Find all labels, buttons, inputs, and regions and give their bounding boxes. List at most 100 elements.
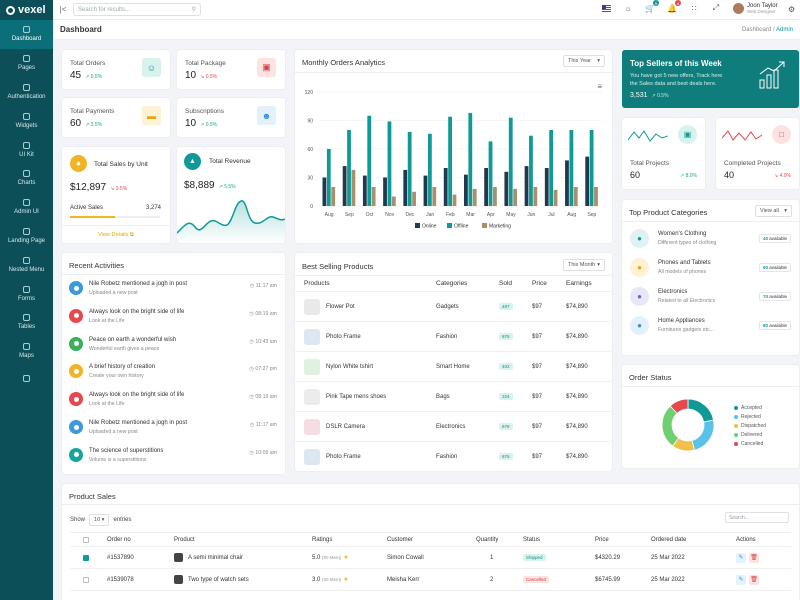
legend-label: Cancelled: [741, 441, 764, 447]
sidebar-item-nested-menu[interactable]: Nested Menu: [0, 250, 53, 279]
edit-icon[interactable]: ✎: [736, 574, 746, 585]
monthly-filter-dropdown[interactable]: This Year ▾: [563, 55, 605, 67]
activity-time: ◷ 08:19 am: [249, 310, 277, 317]
activity-title: Nile Robetz mentioned a jogh in post: [89, 281, 188, 287]
table-row[interactable]: Flower Pot Gadgets 497 $97 $74,890: [295, 292, 612, 322]
category-item[interactable]: ● Phones and Tablets All models of phones 6…: [630, 258, 791, 277]
category-item[interactable]: ● Electronics Related to all Electronics 70…: [630, 287, 791, 306]
activity-item[interactable]: Always look on the bright side of life Lo…: [69, 308, 184, 324]
product-name: Pink Tape mens shoes: [326, 393, 387, 400]
sidebar-item-tables[interactable]: Tables: [0, 308, 53, 337]
revenue-sparkline: [177, 200, 285, 243]
projects-label: Total Projects: [630, 160, 670, 167]
activity-item[interactable]: Always look on the bright side of life Lo…: [69, 392, 184, 407]
table-row[interactable]: Photo Frame Fashion 876 $97 $74,890: [295, 442, 612, 472]
cart-icon[interactable]: 🛒 5: [645, 0, 659, 13]
activity-time: ◷ 11:17 am: [249, 422, 277, 428]
electronics-icon: ●: [630, 287, 649, 306]
category-item[interactable]: ● Women's Clothing Different types of clot…: [630, 229, 791, 248]
fullscreen-icon[interactable]: ⤢: [712, 3, 720, 12]
table-search-input[interactable]: Search...: [725, 512, 789, 523]
table-row[interactable]: Photo Frame Fashion 876 $97 $74,890: [295, 322, 612, 352]
brand-logo[interactable]: vexel: [0, 0, 53, 20]
search-placeholder: Search for results...: [78, 6, 131, 13]
phone-icon: ●: [630, 258, 649, 277]
product-thumbnail: [174, 575, 183, 584]
edit-icon[interactable]: ✎: [736, 552, 746, 563]
sidebar-item-label: Widgets: [15, 122, 38, 129]
delete-icon[interactable]: 🗑: [749, 574, 759, 585]
user-menu[interactable]: Joon Taylor Web Designer: [733, 3, 778, 14]
availability-count: 40: [762, 236, 768, 241]
best-selling-filter-dropdown[interactable]: This Month ▾: [563, 259, 605, 271]
sidebar-item-charts[interactable]: Charts: [0, 164, 53, 193]
user-role: Web Designer: [747, 9, 776, 14]
activity-icon: [69, 392, 83, 407]
bar-offline-9: [508, 117, 513, 206]
sidebar-item-landing-page[interactable]: Landing Page: [0, 222, 53, 251]
sidebar-item-authentication[interactable]: Authentication: [0, 78, 53, 107]
sidebar-item-dashboard[interactable]: Dashboard: [0, 20, 53, 49]
legend-label: Dispatched: [741, 423, 767, 429]
select-all-checkbox[interactable]: [83, 536, 89, 543]
category-item[interactable]: ● Home Appliances Furnitures gadgets etc..…: [630, 316, 791, 335]
sidebar-item-pages[interactable]: Pages: [0, 49, 53, 78]
delete-icon[interactable]: 🗑: [749, 552, 759, 563]
sidebar-item-maps[interactable]: Maps: [0, 337, 53, 366]
activity-time: ◷ 10:43 am: [249, 338, 277, 345]
table-row[interactable]: #1539078 Two type of watch sets 3.0 (50 Me…: [70, 569, 791, 591]
activity-item[interactable]: Peace on earth a wonderful wish Wonderful…: [69, 336, 177, 352]
sidebar-item-ui-kit[interactable]: UI Kit: [0, 135, 53, 164]
activity-title: Peace on earth a wonderful wish: [89, 336, 177, 343]
top-categories-card: Top Product Categories View all ▾ ● Women'…: [622, 200, 799, 355]
activity-item[interactable]: Nile Robetz mentioned a jogh in post Uplo…: [69, 281, 187, 296]
bar-marketing-8: [493, 187, 497, 206]
gear-icon[interactable]: ⚙: [788, 5, 796, 14]
legend-swatch-online: [415, 223, 420, 228]
bell-icon[interactable]: 🔔 4: [667, 0, 681, 13]
sidebar-item-more[interactable]: [0, 366, 53, 395]
table-row[interactable]: #1537890 A semi minimal chair 5.0 (90 Mem)…: [70, 547, 791, 569]
categories-filter-dropdown[interactable]: View all ▾: [755, 205, 792, 217]
flag-icon[interactable]: [601, 3, 611, 13]
breadcrumb-dashboard[interactable]: Dashboard: [741, 26, 772, 33]
row-checkbox[interactable]: [83, 554, 89, 561]
sidebar-item-widgets[interactable]: Widgets: [0, 106, 53, 135]
apps-grid-icon[interactable]: ∷: [691, 3, 697, 13]
bar-online-0: [322, 177, 327, 206]
availability-badge: 80 available: [758, 321, 791, 330]
menu-icon[interactable]: ≡: [597, 82, 602, 91]
product-sales-card: Product Sales Show 10 ▾ entries Search..…: [62, 484, 799, 600]
collapse-sidebar-icon[interactable]: |<: [59, 5, 67, 14]
theme-toggle-icon[interactable]: ☼: [624, 3, 632, 13]
row-checkbox[interactable]: [83, 576, 89, 583]
widgets-icon: [23, 112, 30, 120]
activity-item[interactable]: A brief history of creation Create your o…: [69, 364, 155, 379]
completed-projects-card: □ Completed Projects 40 ↘ 4.0%: [716, 118, 799, 189]
entries-select[interactable]: 10 ▾: [89, 514, 110, 526]
nested-icon: [23, 256, 30, 264]
user-icon: ☺: [142, 58, 161, 77]
order-number: #1537890: [107, 554, 134, 561]
view-details-link[interactable]: View Details ⧉: [98, 232, 134, 238]
bar-offline-1: [347, 130, 351, 206]
sidebar-item-forms[interactable]: Forms: [0, 279, 53, 308]
table-row[interactable]: Nylon White tshirt Smart Home 402 $97 $74,89…: [295, 352, 612, 382]
bar-online-3: [383, 177, 387, 206]
x-tick-label: Aug: [567, 212, 576, 218]
activity-item[interactable]: The science of superstitions Volume is a …: [69, 447, 163, 463]
x-tick-label: Feb: [446, 212, 455, 218]
activity-subtitle: Look at the Life: [89, 317, 125, 324]
revenue-value: $8,889: [184, 180, 215, 191]
active-sales-label: Active Sales: [70, 205, 104, 211]
activity-item[interactable]: Nile Robetz mentioned a jogh in post Uplo…: [69, 420, 187, 435]
activity-icon: [69, 281, 83, 295]
activity-title: Nile Robetz mentioned a jogh in post: [89, 420, 188, 426]
bar-offline-8: [488, 141, 493, 206]
search-input[interactable]: Search for results... ⚲: [73, 3, 201, 16]
product-name: Two type of watch sets: [188, 576, 249, 583]
sidebar-item-admin-ui[interactable]: Admin UI: [0, 193, 53, 222]
legend-label: Marketing: [489, 224, 511, 230]
table-row[interactable]: DSLR Camera Electronics 678 $97 $74,890: [295, 412, 612, 442]
table-row[interactable]: Pink Tape mens shoes Bags 224 $97 $74,890: [295, 382, 612, 412]
